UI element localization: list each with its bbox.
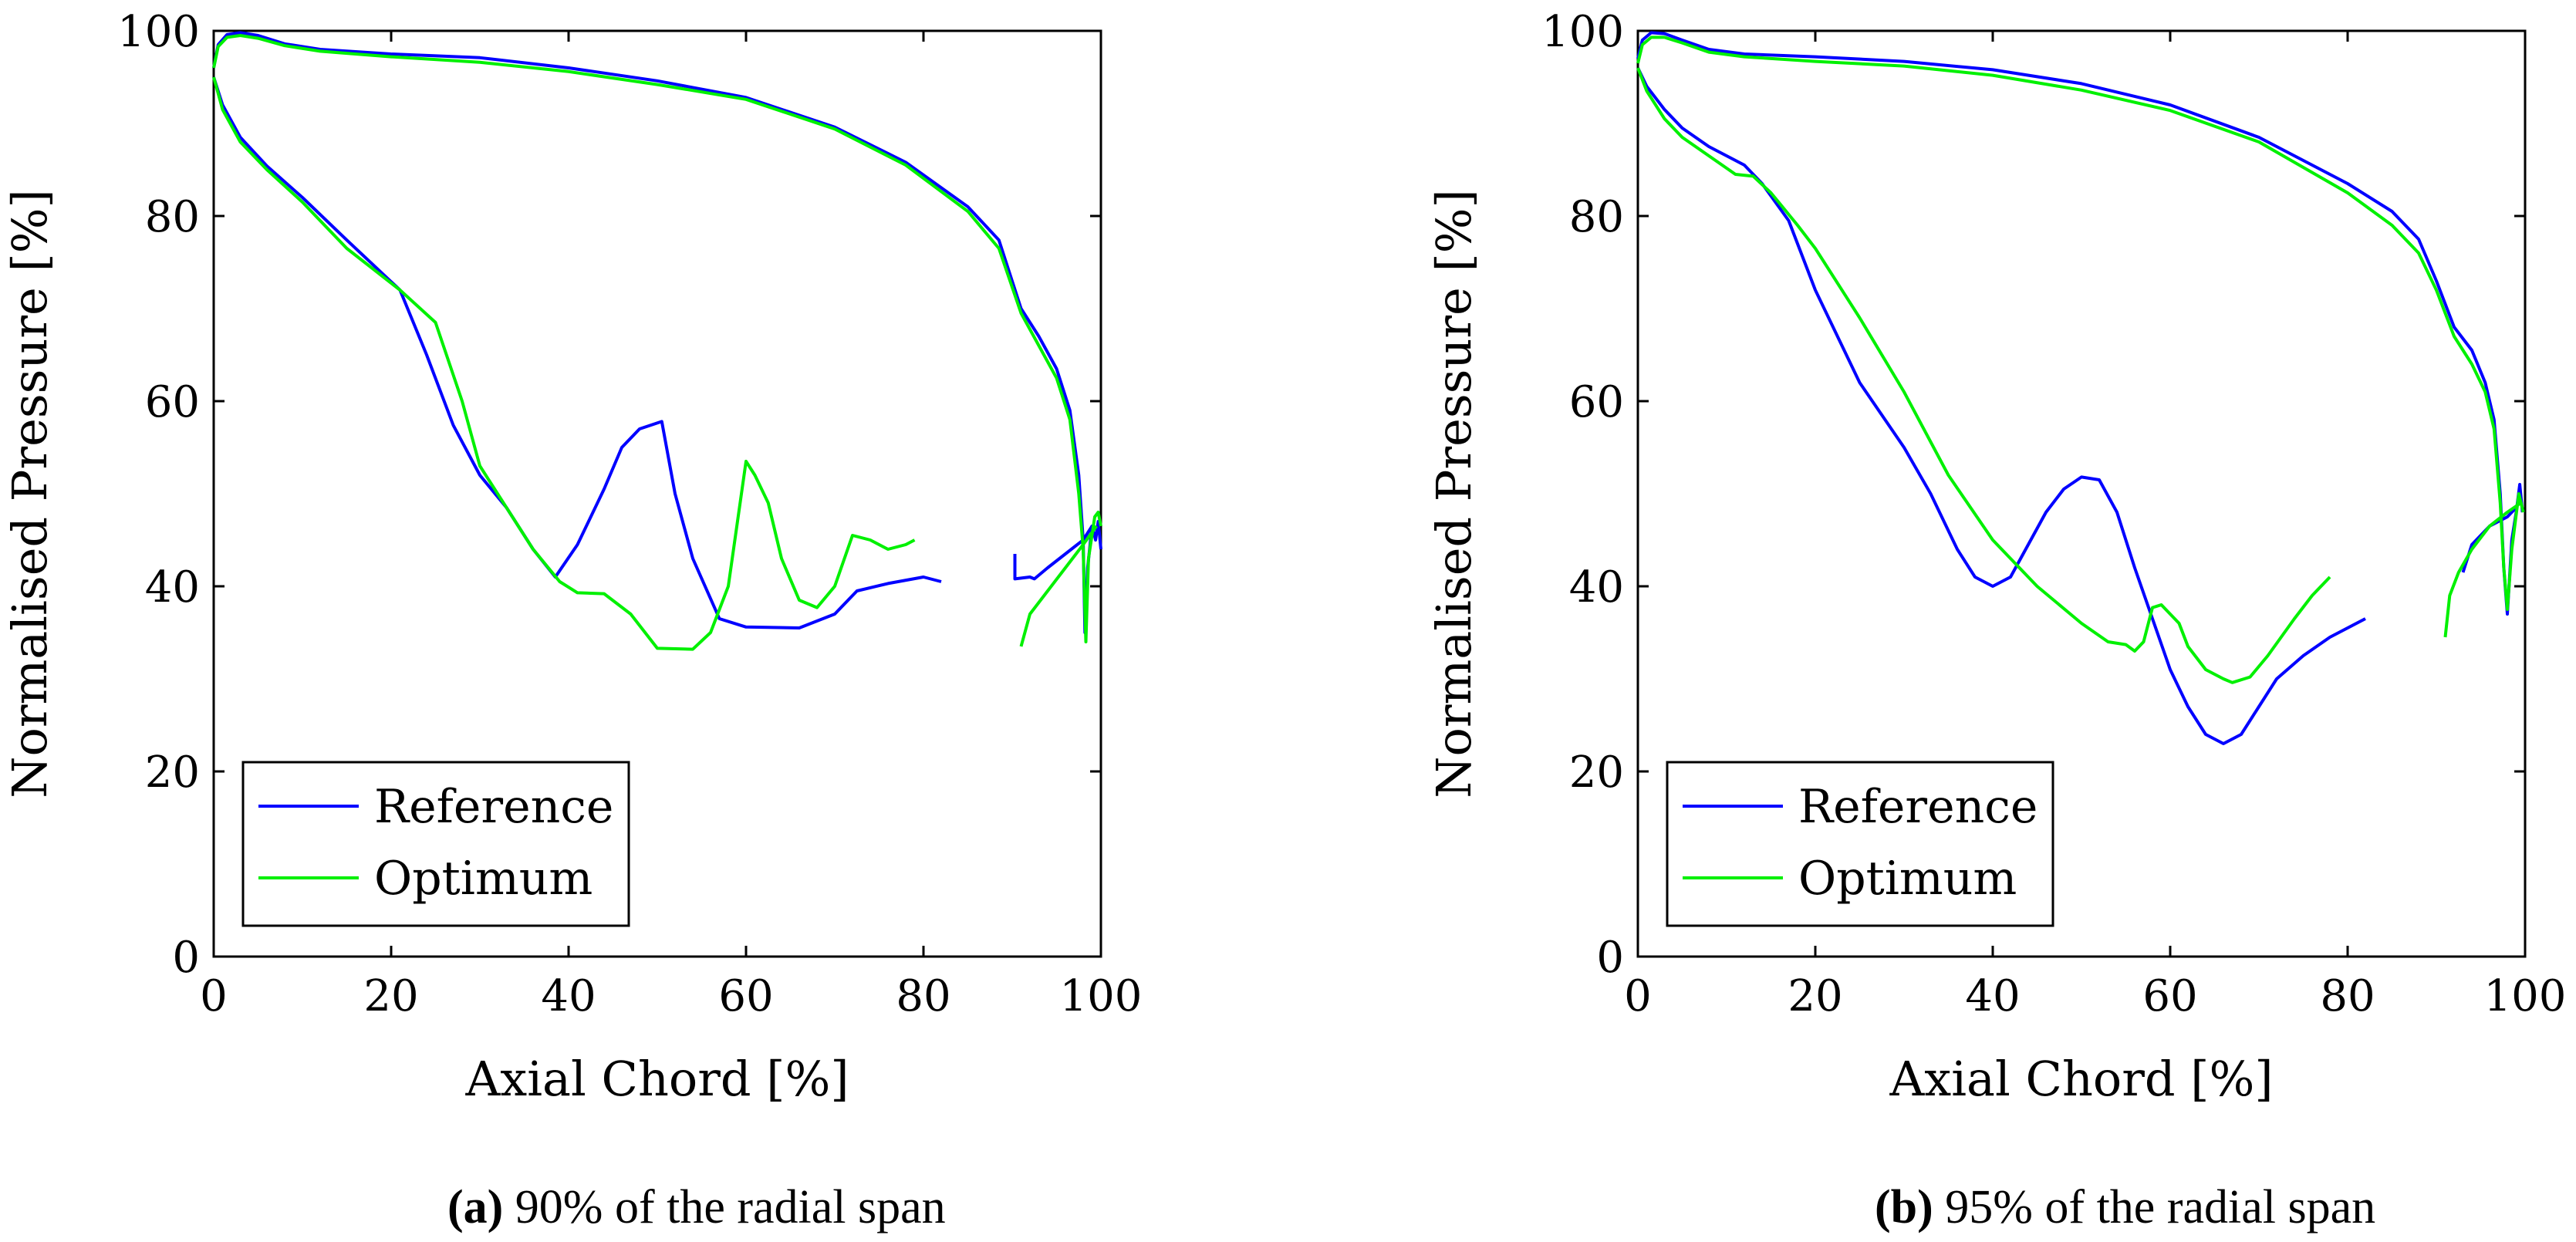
legend-label-optimum-a: Optimum — [374, 852, 593, 906]
caption-text-b: 95% of the radial span — [1945, 1181, 2376, 1234]
x-tick-label: 20 — [363, 971, 418, 1021]
caption-b: (b) 95% of the radial span — [1875, 1180, 2375, 1235]
x-tick-label: 80 — [896, 971, 950, 1021]
x-tick-label: 40 — [1965, 971, 2020, 1021]
legend-box-b — [1666, 761, 2054, 927]
series-reference-line-a-2 — [1013, 525, 1094, 581]
x-tick-label: 0 — [1624, 971, 1652, 1021]
legend-label-reference-a: Reference — [374, 780, 613, 834]
series-reference-line-a-1 — [212, 76, 942, 629]
series-lines-b — [1636, 31, 2525, 745]
series-reference-line-b-2 — [2461, 506, 2517, 573]
series-optimum-line-b-0 — [1636, 35, 2525, 611]
legend-label-reference-b: Reference — [1798, 780, 2038, 834]
plot-frame-a — [212, 29, 1102, 958]
axis-ticks-b: 0 20 40 60 80 100 0 20 40 60 80 100 — [1541, 7, 2566, 1021]
y-axis-label-a: Normalised Pressure [%] — [2, 189, 58, 798]
plot-frame-b — [1636, 29, 2527, 958]
series-optimum-line-b-2 — [2443, 501, 2522, 638]
legend-box-a — [241, 761, 630, 927]
y-tick-label: 40 — [145, 562, 200, 613]
caption-a: (a) 90% of the radial span — [447, 1180, 946, 1235]
y-tick-label: 20 — [1569, 748, 1624, 798]
x-axis-label-b: Axial Chord [%] — [1889, 1051, 2273, 1107]
x-tick-label: 60 — [718, 971, 773, 1021]
series-reference-line-a-0 — [212, 31, 1102, 634]
y-tick-label: 0 — [172, 933, 200, 983]
caption-text-a: 90% of the radial span — [515, 1181, 946, 1234]
legend-a: Reference Optimum — [241, 761, 630, 927]
legend-label-optimum-b: Optimum — [1798, 852, 2017, 906]
y-tick-label: 100 — [1541, 7, 1624, 57]
y-tick-label: 60 — [145, 377, 200, 427]
panel-b: 0 20 40 60 80 100 0 20 40 60 80 100 Axial Chord [%]… — [1426, 7, 2566, 1107]
axis-ticks-a: 0 20 40 60 80 100 0 20 40 60 80 100 — [117, 7, 1142, 1021]
y-tick-label: 60 — [1569, 377, 1624, 427]
x-tick-label: 20 — [1788, 971, 1842, 1021]
series-optimum-line-b-1 — [1636, 67, 2331, 684]
y-tick-label: 0 — [1596, 933, 1624, 983]
legend-b: Reference Optimum — [1666, 761, 2054, 927]
caption-label-a: (a) — [447, 1181, 504, 1234]
series-reference-line-b-0 — [1636, 31, 2524, 616]
series-optimum-line-a-2 — [1019, 525, 1098, 647]
x-tick-label: 0 — [200, 971, 228, 1021]
x-axis-label-a: Axial Chord [%] — [464, 1051, 849, 1107]
x-tick-label: 40 — [541, 971, 596, 1021]
y-tick-label: 20 — [145, 748, 200, 798]
y-tick-label: 80 — [1569, 192, 1624, 242]
y-tick-label: 40 — [1569, 562, 1624, 613]
series-reference-line-b-1 — [1636, 67, 2366, 745]
x-tick-label: 80 — [2320, 971, 2375, 1021]
x-tick-label: 60 — [2142, 971, 2197, 1021]
x-tick-label: 100 — [1060, 971, 1143, 1021]
series-lines-a — [212, 31, 1102, 651]
caption-label-b: (b) — [1875, 1181, 1933, 1234]
panel-a: 0 20 40 60 80 100 0 20 40 60 80 100 Axial Chord [%]… — [2, 7, 1142, 1107]
series-optimum-line-a-1 — [212, 76, 916, 651]
y-tick-label: 80 — [145, 192, 200, 242]
x-tick-label: 100 — [2484, 971, 2567, 1021]
series-optimum-line-a-0 — [212, 34, 1102, 643]
y-tick-label: 100 — [117, 7, 200, 57]
y-axis-label-b: Normalised Pressure [%] — [1426, 189, 1482, 798]
